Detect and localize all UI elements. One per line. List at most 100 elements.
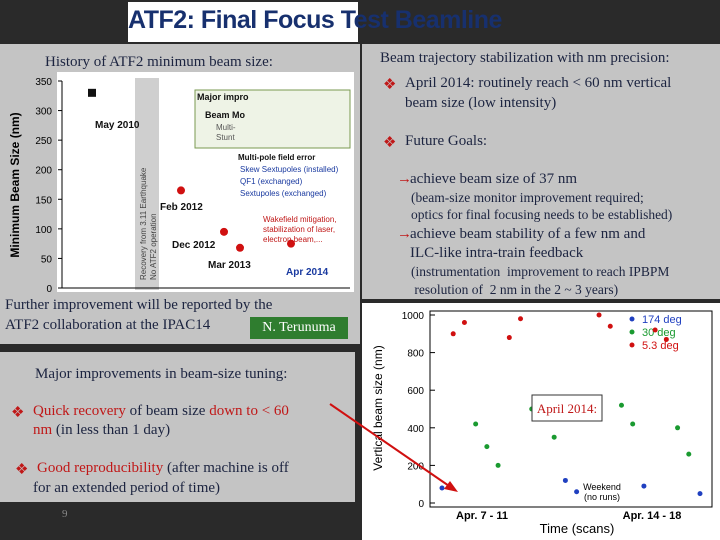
text-run: nm bbox=[33, 422, 53, 438]
bullet-line: April 2014: routinely reach < 60 nm vert… bbox=[383, 75, 671, 94]
arrow bbox=[329, 403, 453, 489]
legend-marker bbox=[629, 342, 635, 348]
point bbox=[473, 421, 479, 427]
text-run: down to < 60 bbox=[209, 403, 289, 419]
point bbox=[596, 312, 602, 318]
inset bbox=[194, 89, 351, 149]
point bbox=[641, 483, 647, 489]
point bbox=[220, 227, 228, 236]
point bbox=[574, 489, 580, 495]
text-run: (after machine is off bbox=[163, 460, 289, 476]
y-axis-label: Minimum Beam Size (nm) bbox=[8, 112, 22, 257]
credit: N. Terunuma bbox=[250, 317, 348, 339]
annotation: No ATF2 operation bbox=[149, 213, 158, 280]
annotation: Wakefield mitigation, bbox=[263, 215, 337, 224]
point bbox=[551, 434, 557, 440]
annotation: Major impro bbox=[197, 92, 249, 102]
bullet-line: Quick recovery of beam size down to < 60 bbox=[11, 403, 289, 422]
legend-marker bbox=[629, 316, 635, 322]
bottom-panel bbox=[0, 352, 355, 502]
point-label: May 2010 bbox=[95, 120, 140, 131]
point bbox=[506, 335, 512, 341]
point-label: Dec 2012 bbox=[172, 240, 216, 251]
goal-line: ILC-like intra-train feedback bbox=[410, 245, 584, 261]
annotation: Multi- bbox=[216, 123, 236, 132]
point bbox=[518, 316, 524, 322]
frame bbox=[429, 310, 713, 508]
point bbox=[287, 239, 295, 248]
y-tick-label: 0 bbox=[46, 284, 52, 295]
x-group-label: Apr. 14 - 18 bbox=[623, 510, 682, 522]
point bbox=[618, 402, 624, 408]
annotation: Recovery from 3.11 Earthquake bbox=[139, 167, 148, 280]
y-tick-label: 250 bbox=[35, 136, 52, 147]
point bbox=[450, 331, 456, 337]
footnote: ATF2 collaboration at the IPAC14 bbox=[5, 317, 211, 333]
annotation: electron beam,... bbox=[263, 235, 323, 244]
goal-line: achieve beam size of 37 nm bbox=[397, 171, 577, 188]
legend-label: 30 deg bbox=[642, 327, 676, 339]
point bbox=[652, 327, 658, 333]
y-tick-label: 150 bbox=[35, 195, 52, 206]
point-label: Mar 2013 bbox=[208, 260, 251, 271]
point bbox=[88, 88, 96, 97]
annotation: April 2014: bbox=[537, 401, 597, 416]
arrowhead bbox=[444, 481, 458, 492]
bullet-line: nm (in less than 1 day) bbox=[33, 422, 170, 439]
legend-label: 5.3 deg bbox=[642, 340, 679, 352]
annotation: Weekend bbox=[583, 482, 621, 492]
point bbox=[562, 477, 568, 483]
y-tick-label: 50 bbox=[41, 254, 53, 265]
footnote: Further improvement will be reported by … bbox=[5, 297, 273, 313]
point-label: Apr 2014 bbox=[286, 267, 329, 278]
legend-marker bbox=[629, 329, 635, 335]
y-tick-label: 0 bbox=[418, 499, 424, 510]
annotation: stabilization of laser, bbox=[263, 225, 335, 234]
bullet-line: for an extended period of time) bbox=[33, 480, 220, 497]
bottom-heading: Major improvements in beam-size tuning: bbox=[35, 366, 288, 382]
point bbox=[663, 336, 669, 342]
text-run: Good reproducibility bbox=[37, 460, 164, 476]
point bbox=[675, 425, 681, 431]
annotation: (no runs) bbox=[584, 492, 620, 502]
y-tick-label: 600 bbox=[407, 386, 424, 397]
x-axis-label: Time (scans) bbox=[540, 521, 615, 536]
bullet-line: Good reproducibility (after machine is o… bbox=[15, 460, 289, 479]
goal-note: resolution of 2 nm in the 2 ~ 3 years) bbox=[411, 282, 619, 297]
annotation: Skew Sextupoles (installed) bbox=[240, 165, 339, 174]
y-tick-label: 300 bbox=[35, 107, 52, 118]
page-number: 9 bbox=[62, 508, 68, 520]
point-label: Feb 2012 bbox=[160, 202, 203, 213]
point bbox=[484, 444, 490, 450]
point bbox=[607, 323, 613, 329]
annotation-box bbox=[531, 394, 603, 422]
bullet-line: beam size (low intensity) bbox=[405, 95, 557, 111]
y-tick-label: 100 bbox=[35, 225, 52, 236]
point bbox=[439, 485, 445, 491]
annotation: QF1 (exchanged) bbox=[240, 177, 303, 186]
point bbox=[495, 462, 501, 468]
y-tick-label: 200 bbox=[407, 461, 424, 472]
bullet-line: Future Goals: bbox=[383, 133, 487, 152]
goal-note: (instrumentation improvement to reach IP… bbox=[411, 264, 670, 279]
left-heading: History of ATF2 minimum beam size: bbox=[45, 54, 273, 70]
goal-note: (beam-size monitor improvement required; bbox=[411, 190, 644, 205]
text-run: Quick recovery bbox=[33, 403, 126, 419]
text-run: (in less than 1 day) bbox=[52, 422, 171, 438]
text-run: of beam size bbox=[125, 403, 210, 419]
title-box bbox=[128, 2, 358, 42]
point bbox=[236, 243, 244, 252]
point bbox=[686, 451, 692, 457]
x-group-label: Apr. 7 - 11 bbox=[456, 510, 508, 522]
right-heading: Beam trajectory stabilization with nm pr… bbox=[380, 50, 670, 66]
point bbox=[177, 186, 185, 195]
chart-history: 0 50 100 150 200 250 300 350 Minimum Beam Size (… bbox=[8, 72, 354, 295]
annotation: Sextupoles (exchanged) bbox=[240, 189, 327, 198]
text-run: for an extended period of time) bbox=[33, 480, 221, 496]
y-tick-label: 800 bbox=[407, 349, 424, 360]
legend-label: 174 deg bbox=[642, 314, 682, 326]
y-tick-label: 400 bbox=[407, 424, 424, 435]
